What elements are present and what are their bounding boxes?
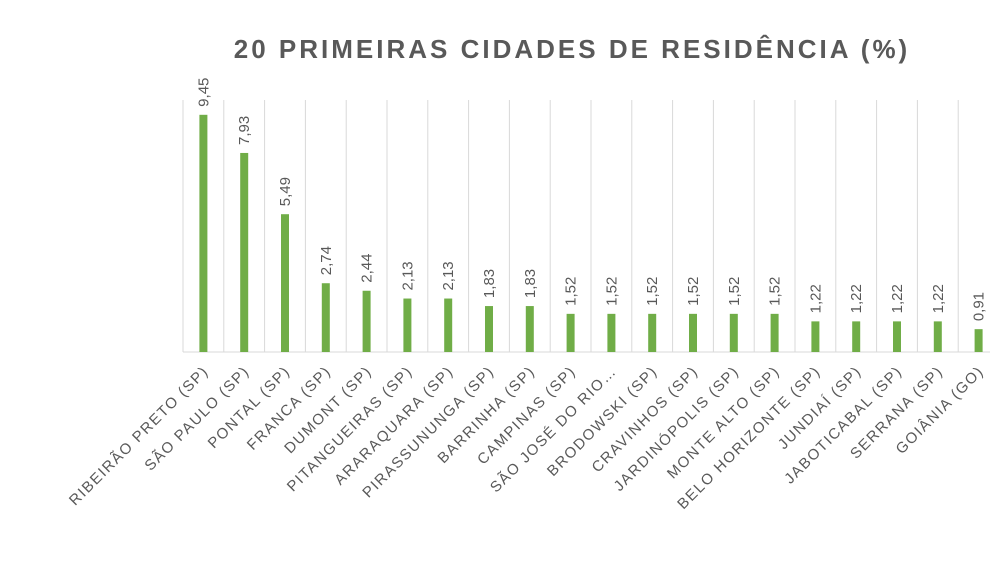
bar xyxy=(403,298,412,352)
bar xyxy=(199,114,208,353)
bar xyxy=(689,313,697,352)
data-label: 1,22 xyxy=(807,284,824,313)
bar xyxy=(729,313,738,352)
data-label: 2,44 xyxy=(359,254,376,283)
bar xyxy=(852,321,861,352)
data-label: 2,13 xyxy=(440,261,457,290)
bar xyxy=(281,214,289,352)
data-label: 1,52 xyxy=(685,277,702,306)
data-label: 1,52 xyxy=(603,277,620,306)
bar xyxy=(893,321,901,352)
bar xyxy=(933,321,942,352)
data-label: 2,74 xyxy=(318,246,335,275)
data-label: 1,83 xyxy=(522,269,539,298)
data-label: 1,52 xyxy=(563,277,580,306)
data-label: 7,93 xyxy=(236,116,253,145)
data-label: 1,52 xyxy=(726,277,743,306)
bar xyxy=(566,313,575,352)
bar xyxy=(607,313,616,352)
data-label: 2,13 xyxy=(399,261,416,290)
bar xyxy=(648,313,657,352)
data-label: 1,22 xyxy=(848,284,865,313)
bar xyxy=(770,313,779,352)
bar xyxy=(444,298,453,352)
bar xyxy=(974,329,983,352)
data-label: 0,91 xyxy=(971,292,988,321)
data-label: 1,52 xyxy=(644,277,661,306)
bar xyxy=(485,306,493,352)
data-label: 1,83 xyxy=(481,269,498,298)
data-label: 1,22 xyxy=(930,284,947,313)
bar xyxy=(362,290,371,352)
data-label: 5,49 xyxy=(277,177,294,206)
bar xyxy=(321,283,330,352)
bar xyxy=(525,306,534,352)
data-label: 9,45 xyxy=(195,78,212,107)
bar xyxy=(811,321,820,352)
bar xyxy=(240,152,249,352)
data-label: 1,52 xyxy=(767,277,784,306)
data-label: 1,22 xyxy=(889,284,906,313)
chart-title: 20 PRIMEIRAS CIDADES DE RESIDÊNCIA (%) xyxy=(234,34,910,64)
